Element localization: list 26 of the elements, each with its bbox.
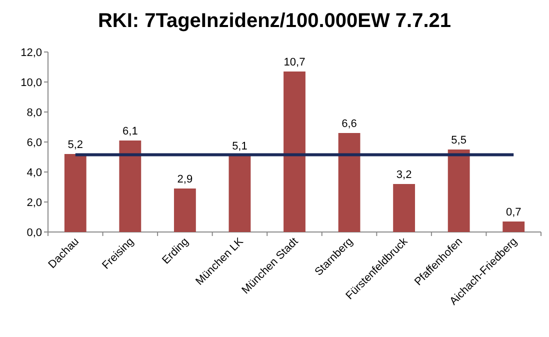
data-label: 6,6	[342, 118, 357, 130]
bar	[284, 72, 306, 232]
data-label: 2,9	[177, 174, 193, 186]
data-label: 3,2	[396, 169, 412, 181]
data-label: 5,5	[451, 134, 466, 146]
data-label: 10,7	[284, 56, 306, 68]
y-tick-label: 2,0	[26, 196, 42, 209]
bar	[64, 154, 86, 232]
data-label: 5,2	[68, 139, 84, 151]
bar	[338, 133, 360, 232]
y-tick-label: 10,0	[20, 76, 42, 89]
bar	[448, 150, 470, 232]
data-label: 6,1	[122, 126, 138, 138]
chart-title: RKI: 7TageInzidenz/100.000EW 7.7.21	[98, 10, 452, 32]
data-label: 0,7	[506, 206, 522, 218]
bar	[393, 184, 416, 232]
bar	[228, 156, 251, 232]
y-tick-label: 4,0	[26, 166, 42, 179]
bar	[174, 188, 196, 232]
y-tick-label: 6,0	[26, 136, 42, 149]
bar	[119, 140, 142, 232]
data-label: 5,1	[232, 140, 248, 152]
y-tick-label: 0,0	[26, 226, 42, 239]
y-tick-label: 12,0	[20, 46, 42, 59]
y-tick-label: 8,0	[26, 106, 42, 119]
bar	[502, 222, 525, 232]
